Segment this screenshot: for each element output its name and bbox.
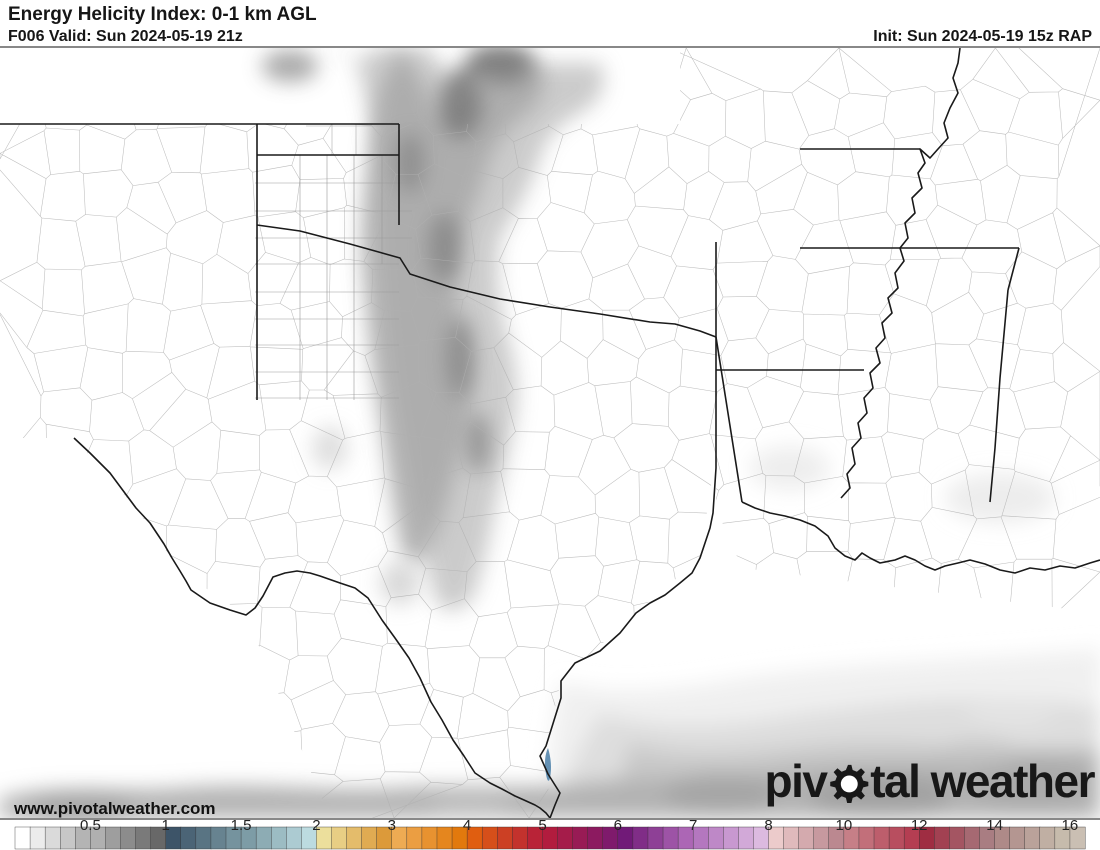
svg-text:12: 12 xyxy=(911,817,928,834)
svg-text:14: 14 xyxy=(986,817,1003,834)
svg-text:8: 8 xyxy=(764,817,772,834)
svg-text:0.5: 0.5 xyxy=(80,817,101,834)
svg-text:1: 1 xyxy=(162,817,170,834)
svg-text:7: 7 xyxy=(689,817,697,834)
svg-text:1.5: 1.5 xyxy=(231,817,252,834)
svg-text:10: 10 xyxy=(836,817,853,834)
svg-text:3: 3 xyxy=(388,817,396,834)
svg-text:4: 4 xyxy=(463,817,471,834)
svg-text:6: 6 xyxy=(614,817,622,834)
svg-text:2: 2 xyxy=(312,817,320,834)
svg-text:5: 5 xyxy=(538,817,546,834)
svg-text:16: 16 xyxy=(1062,817,1079,834)
